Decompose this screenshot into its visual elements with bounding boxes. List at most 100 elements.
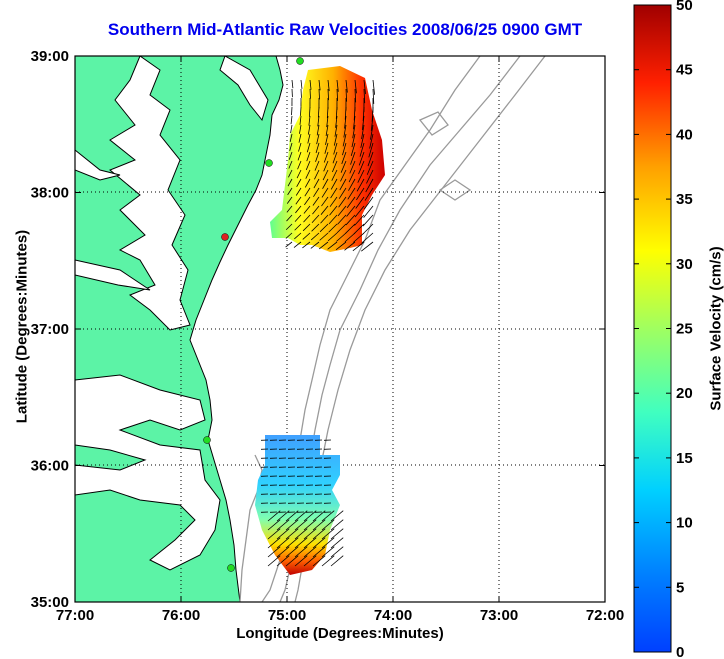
colorbar [633, 4, 672, 653]
velocity-arrow [267, 546, 281, 558]
velocity-arrow [296, 169, 302, 179]
velocity-arrow [295, 196, 302, 205]
velocity-arrow [303, 205, 311, 214]
velocity-arrow [362, 214, 374, 227]
velocity-arrow [335, 115, 338, 128]
velocity-arrow [318, 79, 321, 91]
velocity-arrow [285, 232, 293, 239]
y-axis-label: Latitude (Degrees:Minutes) [13, 229, 31, 424]
velocity-arrow [305, 169, 311, 179]
velocity-arrow [350, 142, 356, 156]
velocity-arrow [372, 79, 376, 95]
velocity-arrow [315, 142, 320, 154]
velocity-arrow [327, 241, 338, 250]
velocity-arrow [302, 232, 311, 240]
velocity-arrow [351, 133, 356, 148]
velocity-arrow [311, 223, 320, 232]
velocity-arrow [344, 241, 356, 251]
velocity-arrow [338, 196, 347, 208]
velocity-arrow [349, 160, 356, 174]
velocity-arrow [294, 232, 302, 240]
velocity-arrow [362, 223, 374, 235]
velocity-arrow [309, 106, 311, 117]
velocity-arrow [363, 196, 374, 210]
velocity-arrow [294, 510, 308, 522]
velocity-arrow [335, 241, 347, 251]
velocity-arrow [294, 546, 308, 558]
station-marker [203, 436, 211, 444]
velocity-arrow [297, 160, 302, 170]
velocity-arrow [311, 214, 320, 223]
velocity-arrow [267, 519, 281, 531]
station-marker [227, 564, 235, 572]
velocity-arrow [332, 151, 338, 164]
velocity-arrow [360, 133, 365, 148]
velocity-arrow [297, 151, 302, 161]
velocity-arrow [302, 223, 311, 232]
velocity-arrow [320, 214, 329, 224]
velocity-arrow [340, 160, 347, 173]
velocity-arrow [294, 537, 308, 549]
velocity-arrow [302, 241, 311, 249]
x-tick-label: 75:00 [268, 607, 306, 624]
velocity-arrow [289, 142, 293, 151]
velocity-arrow [346, 196, 356, 209]
velocity-arrow [329, 196, 338, 207]
velocity-arrow [322, 178, 329, 189]
velocity-arrow [307, 133, 311, 144]
velocity-arrow [355, 196, 365, 209]
velocity-arrow [298, 142, 302, 152]
velocity-arrow [326, 106, 329, 119]
velocity-arrow [293, 241, 302, 248]
velocity-arrow [276, 510, 290, 522]
x-tick-label: 72:00 [586, 607, 624, 624]
velocity-arrow [345, 79, 348, 93]
velocity-arrow [321, 510, 335, 522]
velocity-arrow [298, 133, 302, 143]
velocity-arrow [348, 178, 356, 191]
velocity-arrow [312, 537, 326, 549]
velocity-arrow [288, 169, 293, 178]
velocity-arrow [315, 151, 320, 162]
velocity-arrow [336, 223, 347, 234]
velocity-arrow [330, 519, 344, 531]
velocity-arrow [312, 205, 320, 215]
velocity-arrow [337, 214, 347, 225]
y-tick-label: 37:00 [31, 321, 69, 338]
velocity-arrow [352, 124, 356, 139]
y-tick-label: 35:00 [31, 594, 69, 611]
velocity-arrow [347, 187, 356, 200]
velocity-arrow [285, 546, 299, 558]
velocity-arrow [312, 555, 326, 567]
velocity-arrow [342, 133, 347, 147]
velocity-arrow [314, 169, 320, 180]
velocity-arrow [313, 187, 320, 198]
river-channel [75, 149, 151, 291]
velocity-arrow [361, 232, 374, 244]
velocity-arrow [353, 106, 356, 121]
velocity-arrow [345, 88, 348, 102]
velocity-arrow [354, 79, 357, 94]
velocity-arrow [353, 115, 356, 130]
velocity-arrow [303, 537, 317, 549]
x-tick-label: 76:00 [162, 607, 200, 624]
velocity-arrow [366, 160, 374, 175]
velocity-arrow [330, 537, 344, 549]
velocity-arrow [267, 510, 281, 522]
velocity-arrow [285, 223, 293, 231]
colorbar-tick-label: 35 [676, 191, 693, 208]
velocity-arrow [276, 519, 290, 531]
velocity-arrow [316, 133, 320, 145]
delaware-bay [219, 56, 269, 122]
velocity-arrow [353, 223, 365, 235]
velocity-arrow [312, 196, 320, 206]
velocity-arrow [354, 205, 365, 218]
velocity-arrow [370, 124, 374, 140]
velocity-arrow [291, 79, 294, 89]
velocity-arrow [368, 142, 374, 158]
y-tick-label: 38:00 [31, 185, 69, 202]
velocity-arrow [321, 537, 335, 549]
velocity-arrow [267, 537, 281, 549]
velocity-arrow [337, 205, 347, 217]
